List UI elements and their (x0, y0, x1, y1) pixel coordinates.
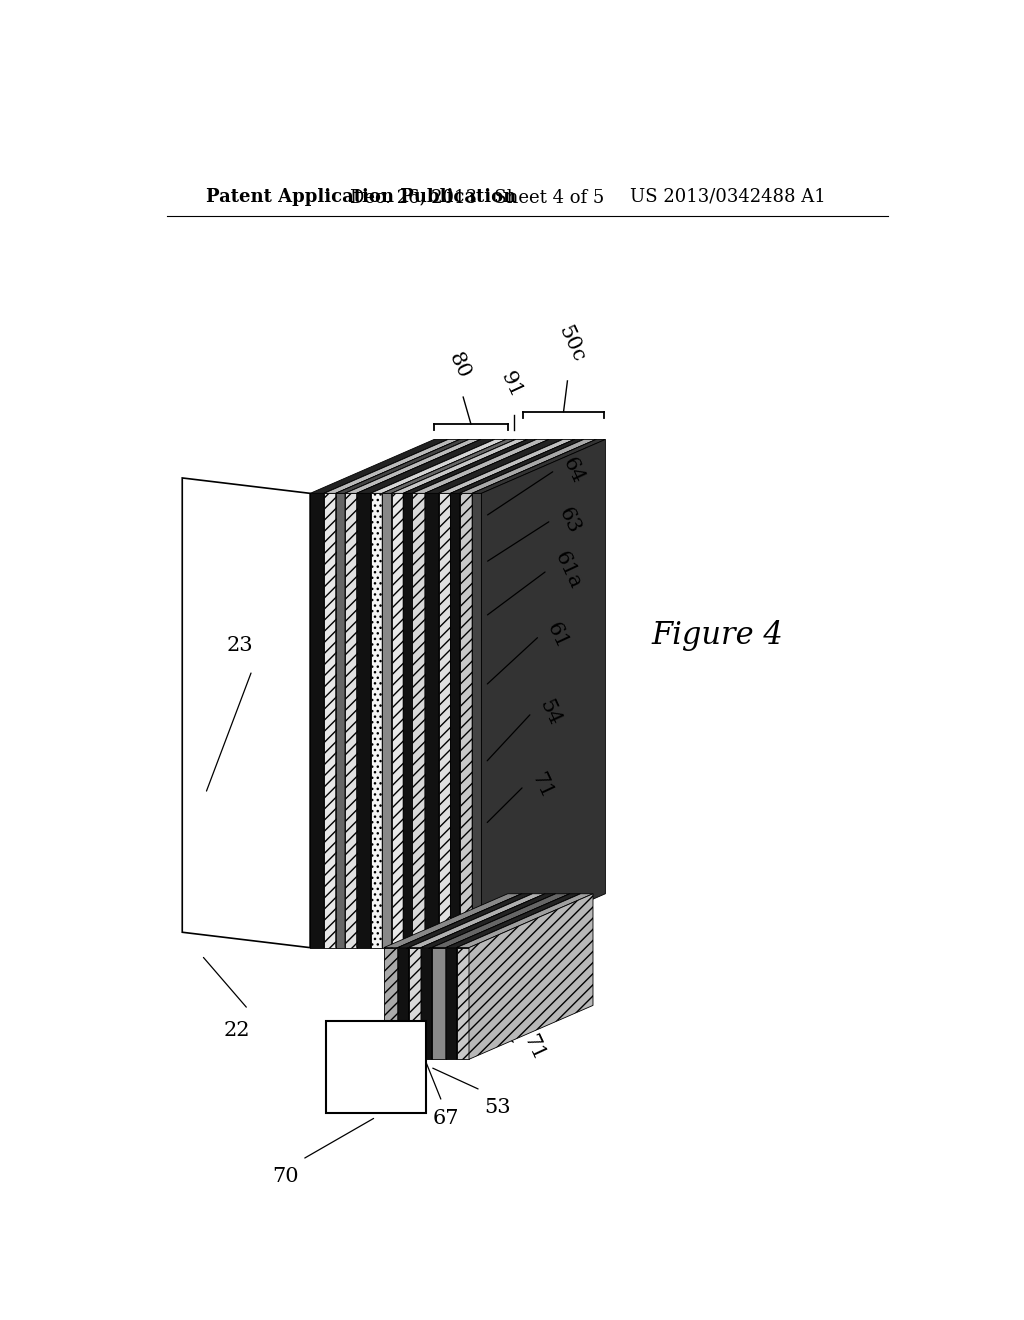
Polygon shape (438, 494, 451, 948)
Polygon shape (371, 494, 382, 948)
Polygon shape (182, 478, 310, 948)
Polygon shape (460, 440, 584, 948)
Polygon shape (425, 440, 549, 948)
Polygon shape (371, 440, 495, 948)
Polygon shape (457, 894, 581, 1059)
Polygon shape (445, 894, 569, 1059)
Polygon shape (324, 440, 460, 494)
Polygon shape (460, 440, 596, 494)
Text: Figure 4: Figure 4 (651, 620, 783, 651)
Text: Dec. 26, 2013   Sheet 4 of 5: Dec. 26, 2013 Sheet 4 of 5 (349, 187, 604, 206)
Polygon shape (413, 440, 537, 948)
Polygon shape (382, 494, 391, 948)
Text: 63: 63 (555, 504, 584, 536)
Polygon shape (397, 894, 532, 948)
Polygon shape (472, 440, 596, 948)
Polygon shape (310, 494, 324, 948)
Polygon shape (356, 494, 371, 948)
Polygon shape (409, 894, 532, 1059)
Polygon shape (384, 894, 521, 948)
Polygon shape (345, 440, 469, 948)
Polygon shape (460, 494, 472, 948)
Polygon shape (481, 440, 605, 948)
Polygon shape (336, 494, 345, 948)
Polygon shape (336, 440, 469, 494)
Polygon shape (457, 894, 593, 948)
Text: 70: 70 (272, 1167, 299, 1187)
Polygon shape (336, 440, 460, 948)
Polygon shape (457, 948, 469, 1059)
Polygon shape (356, 440, 495, 494)
Polygon shape (438, 440, 574, 494)
Text: Patent Application Publication: Patent Application Publication (206, 187, 516, 206)
Text: 64: 64 (559, 454, 588, 486)
Text: US 2013/0342488 A1: US 2013/0342488 A1 (630, 187, 825, 206)
Polygon shape (403, 440, 527, 948)
Polygon shape (413, 494, 425, 948)
Polygon shape (432, 894, 569, 948)
Polygon shape (391, 494, 403, 948)
Text: 23: 23 (227, 636, 254, 655)
Polygon shape (384, 948, 397, 1059)
Text: 54: 54 (536, 697, 564, 729)
Text: 61: 61 (544, 619, 571, 652)
Polygon shape (425, 494, 438, 948)
Polygon shape (438, 440, 563, 948)
Polygon shape (310, 440, 449, 494)
Polygon shape (391, 440, 515, 948)
Polygon shape (413, 440, 549, 494)
Polygon shape (391, 440, 527, 494)
Polygon shape (421, 894, 556, 948)
Polygon shape (403, 494, 413, 948)
Text: 71: 71 (528, 770, 556, 803)
Polygon shape (432, 894, 556, 1059)
Polygon shape (451, 440, 574, 948)
Polygon shape (356, 440, 480, 948)
Polygon shape (345, 494, 356, 948)
Polygon shape (472, 494, 481, 948)
Text: 67: 67 (432, 1109, 459, 1129)
Text: 80: 80 (445, 350, 473, 381)
Text: 50c: 50c (555, 323, 588, 366)
Polygon shape (403, 440, 537, 494)
Polygon shape (397, 894, 521, 1059)
Polygon shape (432, 948, 445, 1059)
Polygon shape (345, 440, 480, 494)
Polygon shape (326, 1020, 426, 1113)
Polygon shape (451, 440, 584, 494)
Polygon shape (421, 948, 432, 1059)
Polygon shape (472, 440, 605, 494)
Text: 53: 53 (484, 1098, 511, 1117)
Polygon shape (469, 894, 593, 1059)
Text: 71: 71 (519, 1032, 548, 1064)
Polygon shape (371, 440, 506, 494)
Polygon shape (451, 494, 460, 948)
Text: 91: 91 (498, 368, 526, 401)
Polygon shape (382, 440, 515, 494)
Text: 61a: 61a (551, 549, 585, 593)
Polygon shape (324, 494, 336, 948)
Polygon shape (324, 440, 449, 948)
Polygon shape (397, 948, 409, 1059)
Polygon shape (409, 894, 545, 948)
Text: 22: 22 (223, 1020, 250, 1040)
Polygon shape (421, 894, 545, 1059)
Polygon shape (425, 440, 563, 494)
Polygon shape (382, 440, 506, 948)
Polygon shape (445, 948, 457, 1059)
Polygon shape (445, 894, 581, 948)
Polygon shape (409, 948, 421, 1059)
